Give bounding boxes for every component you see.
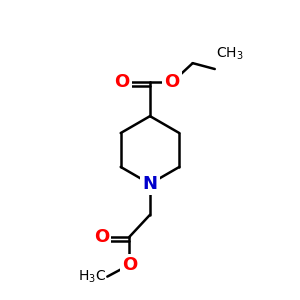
Text: H$_3$C: H$_3$C (78, 268, 106, 285)
Text: O: O (94, 228, 109, 246)
Text: N: N (142, 175, 158, 193)
Text: CH$_3$: CH$_3$ (216, 45, 244, 62)
Text: O: O (114, 73, 130, 91)
Text: O: O (164, 73, 180, 91)
Text: O: O (122, 256, 137, 274)
